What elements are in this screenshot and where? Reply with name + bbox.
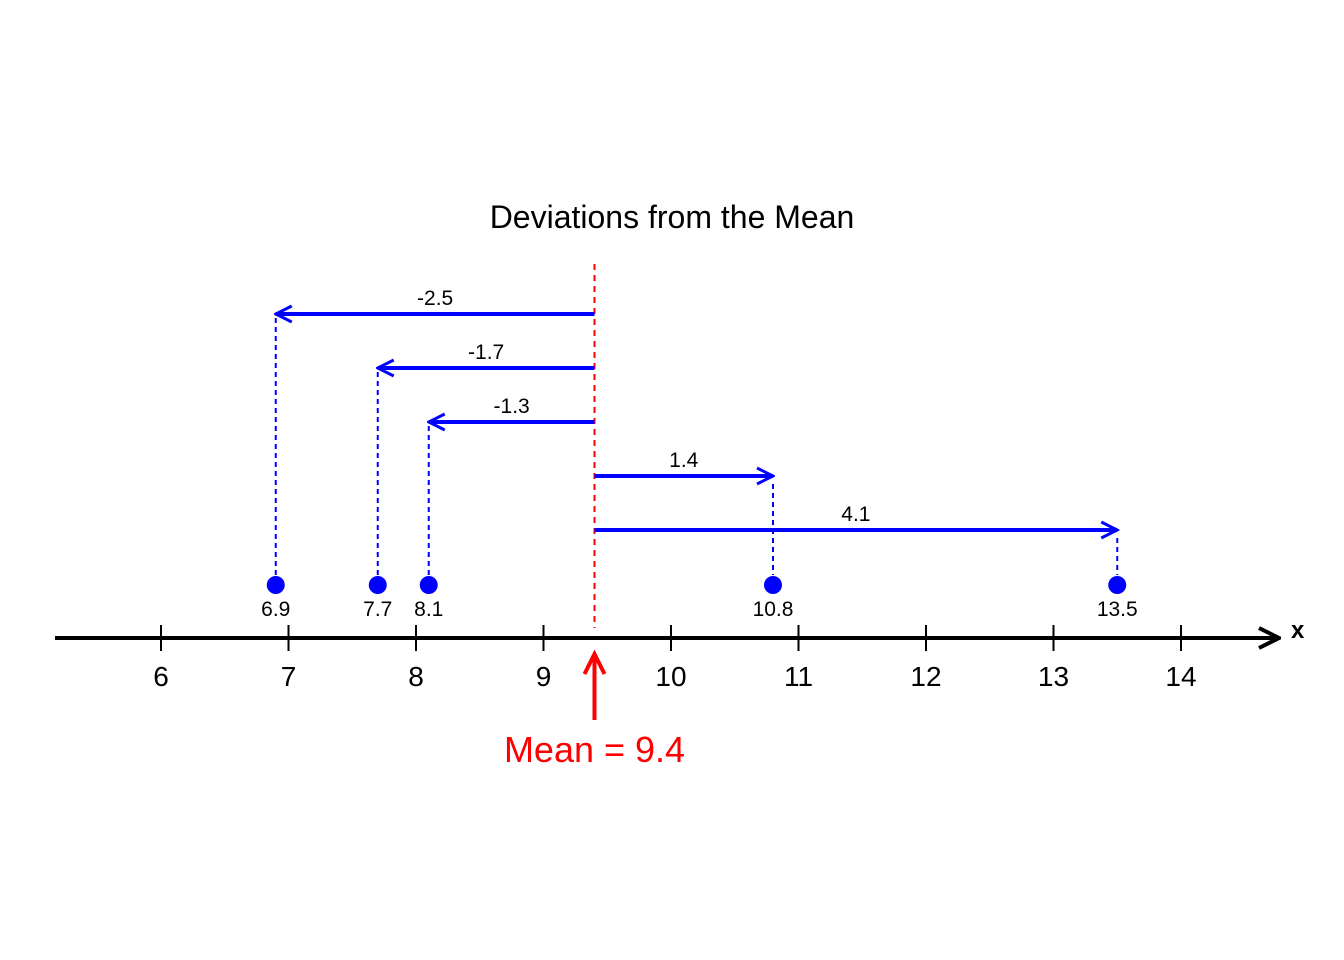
x-tick-label: 10 [655,661,686,692]
mean-label: Mean = 9.4 [504,729,685,770]
plot-area: x 6 7 8 9 10 11 12 13 14 Mean = 9.4 -2.5 6.9 -1.7 7.7 -… [55,264,1305,770]
data-point [266,576,285,594]
deviation-label: -1.7 [468,341,504,364]
x-tick-label: 7 [281,661,297,692]
deviation-label: -2.5 [417,287,453,310]
data-point [764,576,782,594]
deviation-label: 4.1 [841,503,870,526]
deviation-label: -1.3 [494,395,530,418]
x-tick-label: 14 [1165,661,1196,692]
point-label: 13.5 [1097,598,1138,621]
x-tick-label: 8 [408,661,424,692]
x-axis-label: x [1291,617,1305,644]
point-label: 8.1 [414,598,443,621]
deviation-label: 1.4 [669,449,699,472]
point-label: 6.9 [261,598,290,621]
x-tick-label: 11 [784,661,813,692]
x-tick-label: 9 [536,661,552,692]
x-tick-label: 6 [153,661,169,692]
x-tick-label: 13 [1038,661,1069,692]
data-point [419,576,438,594]
data-point [1108,576,1127,594]
point-label: 10.8 [753,598,794,621]
mean-arrow-head [582,649,607,675]
data-point [368,576,387,594]
x-tick-label: 12 [910,661,941,692]
point-label: 7.7 [363,598,392,621]
chart-title: Deviations from the Mean [490,199,855,235]
